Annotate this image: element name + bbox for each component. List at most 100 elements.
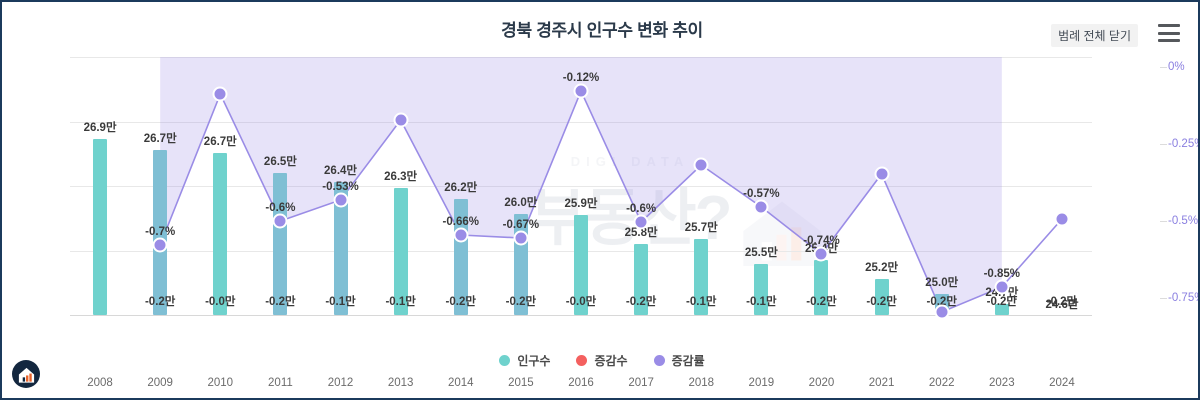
population-bar[interactable] xyxy=(393,188,408,315)
population-bar[interactable] xyxy=(93,139,108,315)
change-count-label: -0.1만 xyxy=(686,296,717,308)
rate-point-marker[interactable] xyxy=(753,199,769,215)
legend-item-인구수[interactable]: 인구수 xyxy=(499,352,550,369)
x-axis-tick-2009: 2009 xyxy=(147,377,173,389)
legend-swatch-icon xyxy=(653,355,665,366)
change-count-label: -0.1만 xyxy=(746,296,777,308)
right-axis-tick-mark xyxy=(1160,144,1167,145)
population-value-label: 26.2만 xyxy=(444,182,478,194)
change-count-label: -0.2만 xyxy=(445,296,476,308)
change-count-label: -0.1만 xyxy=(325,296,356,308)
legend-toggle-button[interactable]: 범례 전체 닫기 xyxy=(1051,24,1138,47)
page-title: 경북 경주시 인구수 변화 추이 xyxy=(501,21,703,40)
rate-point-marker[interactable] xyxy=(934,304,950,320)
change-count-label: -0.2만 xyxy=(505,296,537,308)
right-axis-tick: 0% xyxy=(1168,61,1185,73)
change-rate-label: -0.12% xyxy=(562,72,600,84)
population-value-label: 25.0만 xyxy=(925,277,959,289)
rate-point-marker[interactable] xyxy=(333,192,349,208)
grid-line xyxy=(70,57,1092,58)
grid-line xyxy=(70,121,1092,123)
x-axis-tick-2020: 2020 xyxy=(808,377,835,389)
change-rate-label: -0.7% xyxy=(145,226,176,238)
rate-point-marker[interactable] xyxy=(212,86,228,102)
right-axis-tick-mark xyxy=(1160,67,1167,68)
change-count-label: -0.0만 xyxy=(205,296,236,308)
population-bar[interactable] xyxy=(994,304,1009,315)
change-rate-label: -0.6% xyxy=(265,202,296,214)
rate-point-marker[interactable] xyxy=(573,83,589,99)
plot-area: DIGI DATA 부동산? 240k248k256k264k272k 0%-0… xyxy=(70,57,1198,389)
rate-line xyxy=(159,88,1063,314)
change-rate-label: -0.85% xyxy=(983,268,1021,280)
population-bar[interactable] xyxy=(273,173,288,315)
change-rate-label: -0.66% xyxy=(442,216,479,228)
change-count-label: -0.2만 xyxy=(926,296,957,308)
x-axis-tick-2011: 2011 xyxy=(268,377,293,389)
population-bar[interactable] xyxy=(634,244,649,315)
change-count-label: -0.2만 xyxy=(806,296,837,308)
population-value-label: 26.4만 xyxy=(324,165,357,177)
population-bar[interactable] xyxy=(754,264,769,315)
x-axis-tick-2019: 2019 xyxy=(748,377,775,389)
population-bar[interactable] xyxy=(574,215,588,315)
grid-line xyxy=(70,315,1092,316)
x-axis-tick-2008: 2008 xyxy=(87,377,113,389)
population-value-label: 26.7만 xyxy=(203,136,237,148)
population-bar[interactable] xyxy=(694,239,709,315)
legend-item-증감수[interactable]: 증감수 xyxy=(576,352,628,369)
population-bar[interactable] xyxy=(213,153,228,315)
population-bar[interactable] xyxy=(153,150,168,315)
change-rate-label: -0.67% xyxy=(502,219,540,231)
x-axis-tick-2022: 2022 xyxy=(928,377,955,389)
change-rate-label: -0.57% xyxy=(743,188,780,200)
rate-point-marker[interactable] xyxy=(272,213,288,229)
rate-point-marker[interactable] xyxy=(152,237,168,253)
x-axis-tick-2012: 2012 xyxy=(327,377,354,389)
x-axis-tick-2021: 2021 xyxy=(868,377,895,389)
population-value-label: 25.5만 xyxy=(744,247,778,259)
rate-point-marker[interactable] xyxy=(693,157,709,173)
change-rate-label: -0.74% xyxy=(803,235,840,247)
hamburger-menu-icon[interactable] xyxy=(1158,24,1180,42)
legend-swatch-icon xyxy=(499,355,511,366)
population-value-label: 26.0만 xyxy=(504,197,538,209)
legend-swatch-icon xyxy=(576,355,588,366)
population-value-label: 24.6만 xyxy=(1045,299,1079,311)
rate-area-fill xyxy=(160,57,1002,312)
rate-point-marker[interactable] xyxy=(813,246,829,262)
population-value-label: 25.7만 xyxy=(684,222,718,234)
rate-point-marker[interactable] xyxy=(393,112,409,128)
change-count-label: -0.2만 xyxy=(1046,296,1078,308)
legend-label: 증감률 xyxy=(671,354,705,368)
brand-logo-icon[interactable] xyxy=(12,360,40,388)
population-value-label: 25.2만 xyxy=(865,262,899,274)
change-count-label: -0.2만 xyxy=(625,296,657,308)
x-axis-tick-2015: 2015 xyxy=(508,377,534,389)
rate-point-marker[interactable] xyxy=(1054,211,1070,227)
population-bar[interactable] xyxy=(814,260,829,315)
right-axis-tick: -0.25% xyxy=(1168,138,1198,150)
change-count-label: -0.2만 xyxy=(866,296,897,308)
rate-point-marker[interactable] xyxy=(453,227,469,243)
population-value-label: 26.3만 xyxy=(384,171,418,183)
right-axis-tick: -0.75% xyxy=(1168,292,1198,304)
population-bar[interactable] xyxy=(333,182,348,315)
x-axis-tick-2023: 2023 xyxy=(989,377,1015,389)
rate-point-marker[interactable] xyxy=(633,214,649,230)
population-bar[interactable] xyxy=(874,279,889,315)
rate-point-marker[interactable] xyxy=(513,230,529,246)
x-axis-tick-2024: 2024 xyxy=(1049,377,1075,389)
change-rate-label: -0.6% xyxy=(626,203,657,215)
grid-line xyxy=(70,186,1092,187)
rate-point-marker[interactable] xyxy=(874,166,890,182)
x-axis-tick-2014: 2014 xyxy=(447,377,474,389)
legend-item-증감률[interactable]: 증감률 xyxy=(653,352,705,369)
legend-label: 인구수 xyxy=(517,354,551,368)
right-axis-tick-mark xyxy=(1160,298,1167,299)
right-axis-tick-mark xyxy=(1160,221,1167,222)
change-count-label: -0.1만 xyxy=(385,296,416,308)
x-axis-tick-2010: 2010 xyxy=(207,377,234,389)
rate-point-marker[interactable] xyxy=(994,279,1010,295)
